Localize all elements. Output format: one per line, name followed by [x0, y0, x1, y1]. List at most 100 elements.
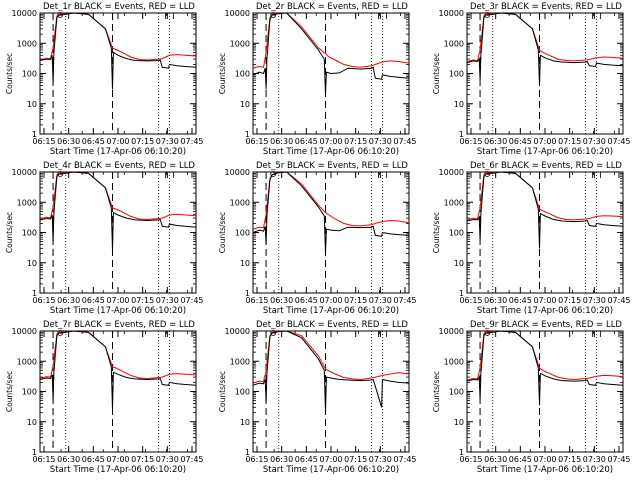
y-tick-label: 1: [32, 130, 37, 139]
time-marker-circle: [270, 330, 277, 336]
x-tick-label: 07:45: [393, 296, 416, 305]
y-tick-label: 1: [459, 448, 464, 457]
panel-title: Det_7r BLACK = Events, RED = LLD: [43, 320, 195, 330]
y-tick-label: 100: [235, 229, 250, 238]
x-tick-label: 06:30: [270, 137, 293, 146]
y-tick-label: 1000: [17, 357, 37, 366]
y-tick-label: 10: [240, 259, 250, 268]
time-marker-bracket: [165, 330, 174, 337]
series-line-lld: [253, 331, 409, 384]
x-tick-label: 06:15: [32, 455, 55, 464]
y-tick-label: 10000: [439, 168, 464, 177]
time-marker-bracket: [592, 330, 601, 337]
y-tick-label: 10000: [225, 9, 250, 18]
x-tick-label: 06:45: [509, 455, 532, 464]
series-line-events: [40, 331, 196, 410]
y-tick-label: 10000: [12, 9, 37, 18]
y-tick-label: 10000: [225, 168, 250, 177]
y-axis-label: Counts/sec: [218, 53, 227, 94]
x-axis-label: Start Time (17-Apr-06 06:10:20): [50, 306, 186, 316]
series-group: [40, 172, 196, 251]
y-tick-label: 1000: [444, 39, 464, 48]
x-tick-label: 07:30: [156, 296, 179, 305]
plot-frame: [252, 171, 410, 294]
series-line-lld: [253, 13, 409, 69]
y-tick-label: 10: [454, 100, 464, 109]
panel-1: Det_1r BLACK = Events, RED = LLD 1 10 100 10…: [5, 2, 204, 157]
plot-frame: [466, 171, 624, 294]
x-tick-label: 07:15: [131, 137, 154, 146]
series-line-lld: [40, 13, 196, 61]
panel-title: Det_4r BLACK = Events, RED = LLD: [43, 161, 195, 171]
series-line-lld: [467, 331, 623, 381]
panel-5: Det_5r BLACK = Events, RED = LLD 1 10 100 10…: [218, 161, 417, 316]
plot-frame: [39, 12, 197, 135]
y-tick-label: 1000: [230, 39, 250, 48]
series-line-lld: [467, 172, 623, 221]
series-line-events: [40, 13, 196, 90]
panel-7: Det_7r BLACK = Events, RED = LLD 1 10 100 10…: [5, 320, 204, 475]
series-group: [467, 13, 623, 86]
y-tick-label: 10: [27, 259, 37, 268]
x-axis-label: Start Time (17-Apr-06 06:10:20): [263, 306, 399, 316]
time-marker-circle: [270, 12, 277, 18]
x-tick-label: 07:15: [558, 455, 581, 464]
x-axis-label: Start Time (17-Apr-06 06:10:20): [477, 465, 613, 475]
y-axis-label: Counts/sec: [432, 53, 441, 94]
y-tick-label: 1: [459, 130, 464, 139]
x-tick-label: 07:45: [393, 137, 416, 146]
x-tick-label: 06:15: [32, 296, 55, 305]
y-tick-label: 1: [245, 289, 250, 298]
y-axis-label: Counts/sec: [218, 212, 227, 253]
x-tick-label: 07:00: [106, 296, 129, 305]
series-group: [253, 331, 409, 413]
x-tick-label: 07:45: [180, 137, 203, 146]
x-tick-label: 06:30: [57, 455, 80, 464]
panel-title: Det_5r BLACK = Events, RED = LLD: [256, 161, 408, 171]
x-tick-label: 06:30: [57, 296, 80, 305]
y-tick-label: 100: [22, 70, 37, 79]
y-tick-label: 1: [32, 289, 37, 298]
y-tick-label: 100: [449, 229, 464, 238]
y-tick-label: 1: [245, 130, 250, 139]
panel-8: Det_8r BLACK = Events, RED = LLD 1 10 100 10…: [218, 320, 417, 475]
x-tick-label: 07:30: [583, 455, 606, 464]
panel-title: Det_6r BLACK = Events, RED = LLD: [470, 161, 622, 171]
x-tick-label: 07:15: [344, 296, 367, 305]
x-tick-label: 07:45: [607, 137, 630, 146]
x-tick-label: 06:45: [295, 455, 318, 464]
x-tick-label: 06:45: [82, 296, 105, 305]
series-group: [253, 172, 409, 254]
x-tick-label: 06:15: [459, 455, 482, 464]
y-axis-label: Counts/sec: [5, 212, 14, 253]
time-marker-bracket: [592, 171, 601, 178]
x-tick-label: 06:30: [57, 137, 80, 146]
series-line-events: [253, 13, 409, 95]
x-tick-label: 07:30: [369, 455, 392, 464]
panel-9: Det_9r BLACK = Events, RED = LLD 1 10 100 10…: [432, 320, 631, 475]
series-group: [467, 172, 623, 249]
x-tick-label: 06:45: [82, 455, 105, 464]
x-tick-label: 07:45: [393, 455, 416, 464]
x-tick-label: 06:45: [82, 137, 105, 146]
x-tick-label: 07:45: [180, 296, 203, 305]
time-marker-bracket: [378, 171, 387, 178]
x-tick-label: 06:15: [32, 137, 55, 146]
y-tick-label: 10: [454, 259, 464, 268]
y-axis-label: Counts/sec: [432, 371, 441, 412]
x-tick-label: 07:15: [558, 296, 581, 305]
y-tick-label: 1000: [230, 198, 250, 207]
series-group: [40, 13, 196, 90]
x-tick-label: 06:45: [509, 296, 532, 305]
y-tick-label: 10: [454, 418, 464, 427]
x-tick-label: 07:45: [607, 455, 630, 464]
x-axis-label: Start Time (17-Apr-06 06:10:20): [477, 306, 613, 316]
x-tick-label: 06:30: [484, 137, 507, 146]
x-tick-label: 07:30: [583, 296, 606, 305]
x-tick-label: 07:30: [369, 296, 392, 305]
y-tick-label: 1000: [230, 357, 250, 366]
plot-frame: [466, 330, 624, 453]
y-axis-label: Counts/sec: [5, 53, 14, 94]
y-tick-label: 10: [27, 100, 37, 109]
